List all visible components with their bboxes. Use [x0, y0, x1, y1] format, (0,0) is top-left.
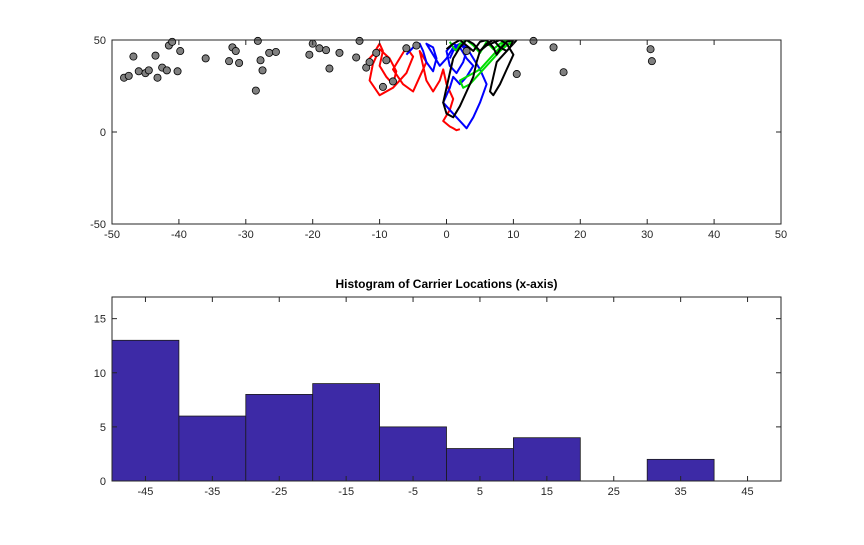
- x-tick-label: 15: [541, 486, 553, 498]
- carrier-point: [129, 52, 138, 61]
- x-tick-label: -20: [305, 229, 321, 241]
- carrier-point: [265, 48, 274, 57]
- y-tick-label: -50: [90, 219, 106, 231]
- carrier-point: [529, 36, 538, 45]
- x-tick-label: -10: [372, 229, 388, 241]
- histogram-x-axis: -45 -35 -25 -15 -5 5 15 25 35 45: [137, 297, 754, 498]
- x-tick-label: -40: [171, 229, 187, 241]
- x-tick-label: 40: [708, 229, 720, 241]
- histogram-bar: [111, 339, 180, 482]
- x-tick-label: -25: [271, 486, 287, 498]
- histogram-bar: [513, 437, 581, 482]
- histogram-axes: Histogram of Carrier Locations (x-axis) …: [94, 277, 782, 498]
- y-tick-label: 0: [100, 127, 106, 139]
- x-tick-label: -45: [137, 486, 153, 498]
- carrier-point: [258, 66, 267, 75]
- y-tick-label: 15: [94, 314, 106, 326]
- y-tick-label: 10: [94, 368, 106, 380]
- carrier-point: [315, 44, 324, 53]
- carrier-point: [559, 68, 568, 77]
- y-tick-label: 0: [100, 476, 106, 488]
- carrier-point: [168, 37, 177, 46]
- x-tick-label: 35: [675, 486, 687, 498]
- y-tick-label: 50: [94, 35, 106, 47]
- carrier-point: [176, 47, 185, 56]
- histogram-axes-frame: [111, 296, 782, 482]
- x-tick-label: 20: [574, 229, 586, 241]
- y-tick-label: 5: [100, 422, 106, 434]
- carrier-point: [173, 67, 182, 76]
- scatter-x-axis: -50 -40 -30 -20 -10 0 10 20 30 40 50: [104, 40, 787, 241]
- carrier-point: [412, 41, 421, 50]
- carrier-point: [325, 64, 334, 73]
- carrier-point: [305, 50, 314, 59]
- carrier-point: [134, 67, 143, 76]
- carrier-point: [382, 56, 391, 65]
- carrier-point: [151, 51, 160, 60]
- carrier-point: [124, 71, 133, 80]
- carrier-point: [647, 57, 656, 66]
- carrier-point: [402, 44, 411, 53]
- histogram-bar: [245, 394, 314, 482]
- carrier-point: [225, 57, 234, 66]
- x-tick-label: -5: [408, 486, 418, 498]
- x-tick-label: 45: [741, 486, 753, 498]
- histogram-bars: [111, 339, 715, 482]
- carrier-point: [549, 43, 558, 52]
- x-tick-label: -50: [104, 229, 120, 241]
- carrier-point: [235, 59, 244, 68]
- carrier-point: [462, 47, 471, 56]
- carrier-point: [253, 36, 262, 45]
- x-tick-label: 5: [477, 486, 483, 498]
- carrier-point: [646, 45, 655, 54]
- carrier-point: [256, 56, 265, 65]
- carrier-point: [271, 47, 280, 56]
- histogram-bar: [178, 415, 247, 482]
- carrier-point: [335, 48, 344, 57]
- carrier-point: [352, 53, 361, 62]
- histogram-y-axis: 0 5 10 15: [94, 314, 781, 488]
- x-tick-label: 50: [775, 229, 787, 241]
- carrier-point: [201, 54, 210, 63]
- scatter-axes: -50 -40 -30 -20 -10 0 10 20 30 40 50 -50 0 50: [90, 35, 787, 241]
- carrier-path-line: [442, 40, 518, 119]
- carrier-point: [231, 47, 240, 56]
- carrier-point: [144, 66, 153, 75]
- carrier-point: [372, 48, 381, 57]
- x-tick-label: -15: [338, 486, 354, 498]
- carrier-point: [153, 73, 162, 82]
- x-tick-label: 10: [507, 229, 519, 241]
- carrier-point: [355, 36, 364, 45]
- carrier-point: [512, 70, 521, 79]
- carrier-point: [162, 66, 171, 75]
- scatter-plot-area: [112, 40, 781, 224]
- histogram-title: Histogram of Carrier Locations (x-axis): [335, 277, 557, 291]
- carrier-point: [322, 46, 331, 55]
- x-tick-label: -35: [204, 486, 220, 498]
- x-tick-label: -30: [238, 229, 254, 241]
- carrier-point: [388, 77, 397, 86]
- x-tick-label: 0: [443, 229, 449, 241]
- x-tick-label: 30: [641, 229, 653, 241]
- carrier-point: [251, 86, 260, 95]
- carrier-points: [120, 36, 656, 95]
- carrier-point: [378, 82, 387, 91]
- scatter-y-axis: -50 0 50: [90, 35, 781, 231]
- carrier-point: [365, 58, 374, 67]
- x-tick-label: 25: [608, 486, 620, 498]
- histogram-bar: [379, 426, 447, 482]
- histogram-bar: [312, 383, 381, 482]
